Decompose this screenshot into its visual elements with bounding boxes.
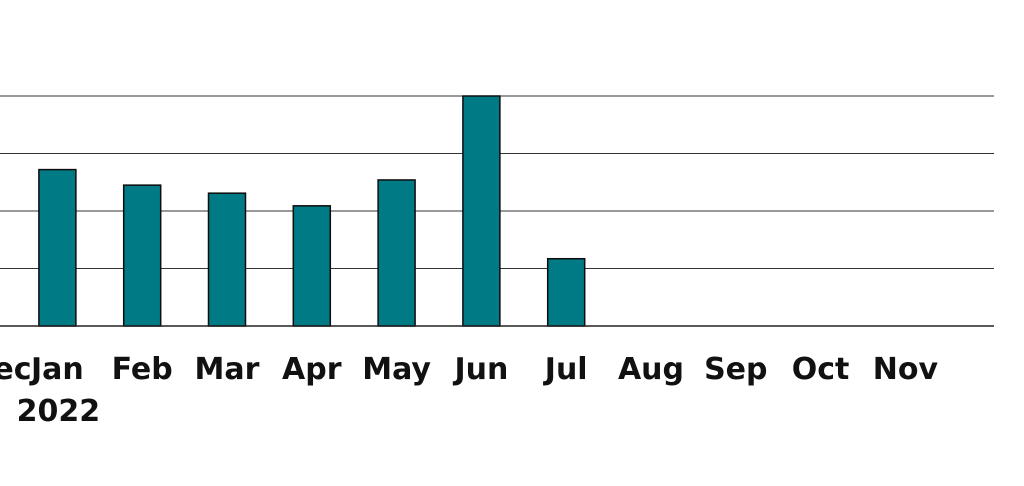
x-axis-tick-labels: DecJan Feb Mar Apr May Jun Jul Aug Sep Oct Nov 2022: [0, 352, 938, 429]
year-label: 2022: [17, 394, 101, 429]
tick-label-mar: Mar: [195, 352, 260, 387]
bar-jun: [462, 95, 501, 327]
bar-mar: [207, 192, 247, 327]
bar-may: [377, 179, 416, 327]
bar-feb: [122, 184, 162, 327]
tick-label-apr: Apr: [282, 352, 342, 387]
tick-label-jan: Jan: [29, 352, 84, 387]
tick-label-jul: Jul: [543, 352, 588, 387]
tick-label-jun: Jun: [452, 352, 508, 387]
tick-label-cut-off: Dec: [0, 352, 32, 387]
tick-label-oct: Oct: [792, 352, 850, 387]
bar-jul: [546, 257, 586, 327]
tick-label-sep: Sep: [704, 352, 767, 387]
tick-label-may: May: [362, 352, 431, 387]
tick-label-feb: Feb: [112, 352, 173, 387]
bar-apr: [292, 205, 332, 327]
tick-label-aug: Aug: [618, 352, 684, 387]
bar-jan: [38, 168, 77, 327]
tick-label-nov: Nov: [873, 352, 939, 387]
